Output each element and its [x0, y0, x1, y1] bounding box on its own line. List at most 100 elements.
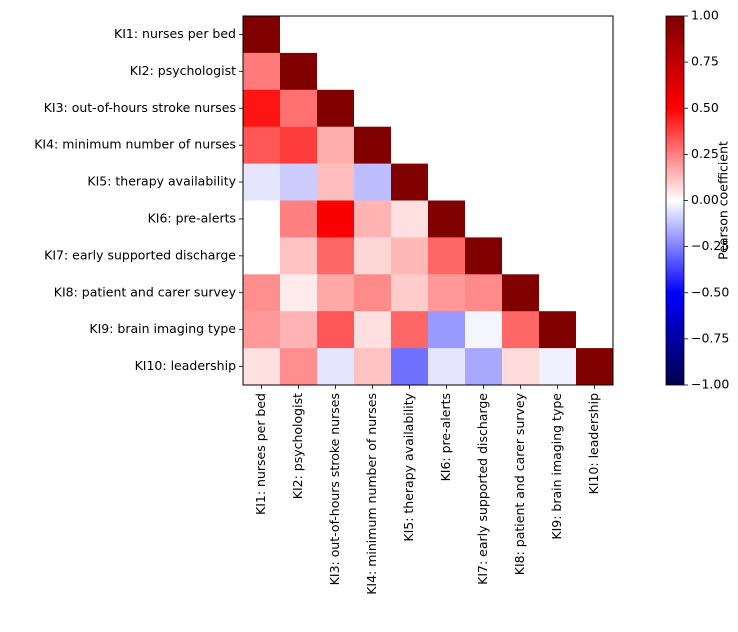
heatmap-cell [280, 52, 318, 91]
colorbar-tick-label: −0.75 [691, 330, 729, 345]
heatmap-cell [317, 311, 355, 349]
heatmap-cell [354, 89, 392, 128]
heatmap-cell [428, 126, 466, 164]
heatmap-cell [317, 52, 355, 91]
heatmap-cell [243, 126, 281, 164]
heatmap-cell [280, 237, 318, 275]
colorbar-tick-label: 0.50 [691, 100, 719, 115]
heatmap-cell [280, 16, 318, 54]
heatmap-cell [391, 237, 429, 275]
heatmap-cell [465, 311, 503, 349]
heatmap-cell [354, 311, 392, 349]
heatmap-cell [465, 237, 503, 275]
heatmap-cell [465, 163, 503, 201]
heatmap-cell [280, 89, 318, 128]
colorbar-tick-label: −0.50 [691, 284, 729, 299]
heatmap-cells [243, 16, 614, 386]
colorbar: 1.00 0.75 0.50 0.25 0.00 −0.25 −0.50 −0.75 −1.00… [665, 8, 731, 392]
y-tick-label: KI9: brain imaging type [89, 321, 236, 336]
heatmap-cell [502, 16, 540, 54]
heatmap-cell [465, 348, 503, 386]
heatmap-cell [502, 237, 540, 275]
heatmap-cell [428, 200, 466, 238]
heatmap-cell [576, 89, 614, 128]
heatmap-cell [576, 274, 614, 312]
heatmap-cell [243, 163, 281, 201]
heatmap-cell [576, 348, 614, 386]
heatmap-cell [280, 200, 318, 238]
heatmap-cell [465, 274, 503, 312]
heatmap-cell [391, 52, 429, 91]
heatmap-cell [576, 200, 614, 238]
heatmap-cell [539, 237, 577, 275]
x-tick-label: KI2: psychologist [290, 393, 305, 499]
x-tick-label: KI3: out-of-hours stroke nurses [327, 393, 342, 585]
heatmap-cell [428, 16, 466, 54]
colorbar-tick-label: 0.75 [691, 54, 719, 69]
y-tick-label: KI4: minimum number of nurses [34, 137, 236, 152]
heatmap-cell [354, 52, 392, 91]
heatmap-cell [502, 52, 540, 91]
heatmap-cell [354, 200, 392, 238]
heatmap-cell [354, 274, 392, 312]
heatmap-cell [243, 348, 281, 386]
heatmap-cell [576, 52, 614, 91]
y-tick-label: KI7: early supported discharge [44, 247, 236, 262]
heatmap-cell [243, 237, 281, 275]
heatmap-cell [317, 348, 355, 386]
x-tick-label: KI9: brain imaging type [549, 393, 564, 540]
heatmap-cell [317, 126, 355, 164]
y-tick-label: KI8: patient and carer survey [54, 284, 237, 299]
heatmap-cell [391, 126, 429, 164]
colorbar-label: Pearson coefficient [716, 141, 731, 260]
x-tick-label: KI10: leadership [586, 393, 601, 494]
plot-frame [242, 15, 614, 386]
colorbar-tick-label: −1.00 [691, 377, 729, 392]
heatmap-cell [428, 274, 466, 312]
heatmap-cell [576, 126, 614, 164]
heatmap-cell [428, 52, 466, 91]
y-tick-label: KI3: out-of-hours stroke nurses [44, 100, 236, 115]
colorbar-tick-label: 0.00 [691, 192, 719, 207]
heatmap-cell [243, 311, 281, 349]
heatmap-cell [539, 52, 577, 91]
heatmap-cell [317, 274, 355, 312]
x-tick-label: KI7: early supported discharge [475, 393, 490, 585]
heatmap-cell [317, 163, 355, 201]
heatmap-cell [502, 311, 540, 349]
heatmap-cell [539, 200, 577, 238]
heatmap-cell [428, 311, 466, 349]
heatmap-cell [354, 163, 392, 201]
heatmap-cell [391, 200, 429, 238]
heatmap-cell [280, 348, 318, 386]
x-tick-label: KI1: nurses per bed [253, 393, 268, 515]
heatmap-cell [539, 311, 577, 349]
heatmap-cell [502, 163, 540, 201]
colorbar-tick-label: −0.25 [691, 238, 729, 253]
heatmap-cell [502, 126, 540, 164]
heatmap-cell [243, 16, 281, 54]
x-tick-label: KI6: pre-alerts [438, 393, 453, 481]
x-tick-label: KI4: minimum number of nurses [364, 393, 379, 595]
heatmap-cell [576, 311, 614, 349]
heatmap-cell [539, 89, 577, 128]
heatmap-cell [539, 126, 577, 164]
y-tick-label: KI6: pre-alerts [148, 210, 236, 225]
heatmap-cell [576, 237, 614, 275]
heatmap-cell [354, 237, 392, 275]
heatmap-cell [354, 348, 392, 386]
y-tick-label: KI1: nurses per bed [114, 26, 236, 41]
colorbar-ticks: 1.00 0.75 0.50 0.25 0.00 −0.25 −0.50 −0.75 −1.00 [684, 8, 729, 392]
y-axis-ticks: KI1: nurses per bed KI2: psychologist KI3:… [34, 26, 243, 373]
x-tick-label: KI8: patient and carer survey [512, 392, 527, 575]
heatmap-cell [428, 163, 466, 201]
heatmap-cell [576, 16, 614, 54]
colorbar-tick-label: 0.25 [691, 146, 719, 161]
heatmap-cell [354, 16, 392, 54]
heatmap-cell [243, 52, 281, 91]
y-tick-label: KI10: leadership [135, 358, 236, 373]
y-tick-label: KI2: psychologist [130, 63, 236, 78]
heatmap-cell [502, 348, 540, 386]
